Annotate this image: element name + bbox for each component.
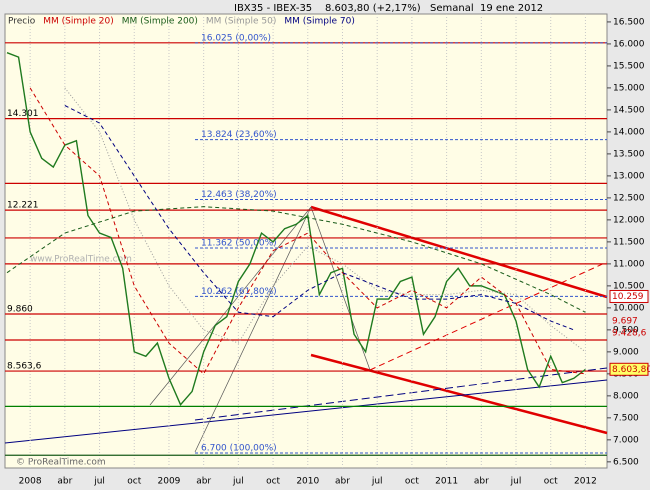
- y-tick-label: 9.000: [613, 347, 639, 357]
- y-tick-label: 9.500: [613, 325, 639, 335]
- x-tick-label: jul: [371, 477, 383, 487]
- price-line: [6, 52, 586, 406]
- legend-entry: MM (Simple 200): [122, 17, 198, 27]
- level-label: 12.221: [7, 201, 39, 211]
- y-tick-label: 13.500: [613, 149, 645, 159]
- y-tick-label: 12.000: [613, 215, 645, 225]
- trendline: [310, 205, 608, 299]
- level-label: 8.563,6: [7, 362, 42, 372]
- y-tick-label: 16.500: [613, 17, 645, 27]
- watermark: www.ProRealTime.com: [30, 255, 132, 265]
- trendline: [369, 261, 608, 371]
- quote: 8.603,80 (+2,17%): [325, 3, 421, 14]
- trendlines: [4, 205, 608, 453]
- x-tick-label: abr: [196, 477, 211, 487]
- x-tick-label: oct: [544, 477, 558, 487]
- x-tick-label: oct: [266, 477, 280, 487]
- y-tick-label: 8.000: [613, 391, 639, 401]
- fibonacci-label: 6.700 (100,00%): [201, 444, 277, 454]
- y-tick-label: 15.500: [613, 61, 645, 71]
- price-label: 8.603,80: [612, 365, 650, 375]
- price-label-box: [609, 362, 649, 376]
- moving-average: [64, 87, 586, 353]
- legend-entry: MM (Simple 20): [43, 17, 113, 27]
- legend-entry: MM (Simple 70): [284, 17, 354, 27]
- y-tick-label: 16.000: [613, 39, 645, 49]
- fibonacci-label: 10.262 (61,80%): [201, 287, 277, 297]
- y-tick-label: 11.500: [613, 237, 645, 247]
- x-tick-label: jul: [232, 477, 244, 487]
- y-tick-label: 14.500: [613, 105, 645, 115]
- moving-average: [29, 87, 586, 375]
- y-tick-label: 14.000: [613, 127, 645, 137]
- price-label: 9.428,6: [612, 329, 647, 339]
- y-tick-label: 10.500: [613, 281, 645, 291]
- level-label: 9.860: [7, 305, 33, 315]
- trendline: [310, 353, 608, 435]
- trendline: [194, 367, 608, 421]
- x-tick-label: jul: [510, 477, 522, 487]
- fibonacci-label: 12.463 (38,20%): [201, 190, 277, 200]
- price-label: 9.697: [612, 317, 638, 327]
- moving-average: [6, 206, 586, 313]
- fibonacci-label: 13.824 (23,60%): [201, 130, 277, 140]
- plot-area: [4, 13, 608, 469]
- y-tick-label: 7.500: [613, 413, 639, 423]
- x-tick-label: 2008: [19, 477, 42, 487]
- copyright: © ProRealTime.com: [16, 458, 106, 468]
- x-tick-label: 2012: [574, 477, 597, 487]
- symbol: IBX35 - IBEX-35: [234, 3, 312, 14]
- date: 19 ene 2012: [480, 3, 543, 14]
- y-tick-label: 6.500: [613, 457, 639, 467]
- x-tick-label: 2010: [296, 477, 319, 487]
- price-label-box: [609, 289, 649, 303]
- y-tick-label: 10.000: [613, 303, 645, 313]
- header: IBX35 - IBEX-35 8.603,80 (+2,17%) Semana…: [234, 3, 543, 14]
- y-tick-label: 7.000: [613, 435, 639, 445]
- y-tick-label: 12.500: [613, 193, 645, 203]
- y-tick-label: 11.000: [613, 259, 645, 269]
- x-tick-label: oct: [127, 477, 141, 487]
- trendline: [4, 379, 608, 444]
- x-tick-label: oct: [405, 477, 419, 487]
- y-tick-label: 13.000: [613, 171, 645, 181]
- x-tick-label: 2011: [435, 477, 458, 487]
- y-tick-label: 15.000: [613, 83, 645, 93]
- x-tick-label: 2009: [158, 477, 181, 487]
- x-tick-label: jul: [93, 477, 105, 487]
- x-tick-label: abr: [474, 477, 489, 487]
- x-tick-label: abr: [57, 477, 72, 487]
- legend-entry: Precio: [8, 17, 36, 27]
- period: Semanal: [430, 3, 474, 14]
- level-label: 14.301: [7, 109, 39, 119]
- legend-entry: MM (Simple 50): [206, 17, 276, 27]
- fibonacci-label: 16.025 (0,00%): [201, 33, 271, 43]
- moving-average: [64, 105, 575, 331]
- fibonacci-label: 11.362 (50,00%): [201, 238, 277, 248]
- x-tick-label: abr: [335, 477, 350, 487]
- price-label: 10.259: [612, 292, 644, 302]
